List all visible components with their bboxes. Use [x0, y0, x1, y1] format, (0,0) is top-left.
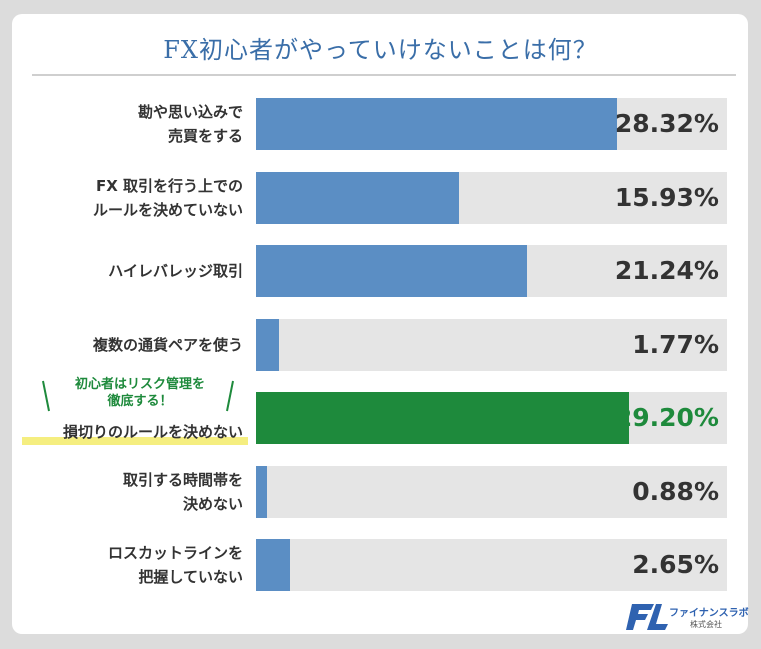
bar-track: 28.32%	[256, 98, 727, 150]
category-label-line: 取引する時間帯を	[122, 471, 243, 489]
value-label: 15.93%	[614, 183, 719, 212]
value-label: 1.77%	[632, 330, 719, 359]
category-label-line: ルールを決めていない	[92, 201, 243, 219]
category-label-line: FX 取引を行う上での	[95, 177, 243, 195]
bar	[256, 466, 268, 518]
category-label-line: 把握していない	[138, 568, 243, 586]
label-highlight-marker	[22, 437, 248, 445]
logo-company: 株式会社	[690, 620, 722, 629]
callout-slash-right-icon	[226, 380, 234, 412]
bar-track: 29.20%	[256, 392, 727, 444]
category-label-line: 勘や思い込みで	[137, 103, 243, 121]
category-label-line: 損切りのルールを決めない	[62, 423, 243, 441]
title-divider	[32, 74, 736, 76]
callout-line-2: 徹底する！	[107, 394, 173, 409]
bar-highlight	[256, 392, 629, 444]
bar-track: 1.77%	[256, 319, 727, 371]
bar	[256, 539, 290, 591]
category-label: 取引する時間帯を決めない	[20, 468, 243, 516]
category-label-line: ロスカットラインを	[107, 544, 243, 562]
callout-line-1: 初心者はリスク管理を	[74, 377, 205, 392]
value-label: 29.20%	[614, 403, 719, 432]
bar-track: 0.88%	[256, 466, 727, 518]
bar-track: 15.93%	[256, 172, 727, 224]
bar	[256, 319, 279, 371]
category-label-line: 複数の通貨ペアを使う	[92, 336, 243, 354]
category-label: ロスカットラインを把握していない	[20, 541, 243, 589]
callout-slash-left-icon	[42, 380, 50, 412]
category-label: 勘や思い込みで売買をする	[20, 100, 243, 148]
finance-lab-logo-icon	[626, 604, 668, 630]
category-label: ハイレバレッジ取引	[20, 259, 243, 283]
chart-title: FX初心者がやっていけないことは何？	[163, 36, 598, 64]
bar	[256, 98, 618, 150]
category-label-line: 決めない	[182, 495, 243, 513]
value-label: 0.88%	[632, 477, 719, 506]
value-label: 21.24%	[614, 256, 719, 285]
category-label: FX 取引を行う上での ルールを決めていない	[20, 174, 243, 222]
logo-name: ファイナンスラボ	[669, 608, 749, 619]
bar	[256, 172, 460, 224]
bar-track: 21.24%	[256, 245, 727, 297]
category-label: 損切りのルールを決めない	[20, 420, 243, 444]
value-label: 2.65%	[632, 550, 719, 579]
value-label: 28.32%	[614, 109, 719, 138]
bar	[256, 245, 528, 297]
bar-track: 2.65%	[256, 539, 727, 591]
callout-text: 初心者はリスク管理を 徹底する！	[40, 376, 240, 410]
category-label: 複数の通貨ペアを使う	[20, 333, 243, 357]
category-label-line: 売買をする	[167, 127, 243, 145]
category-label-line: ハイレバレッジ取引	[108, 262, 243, 280]
